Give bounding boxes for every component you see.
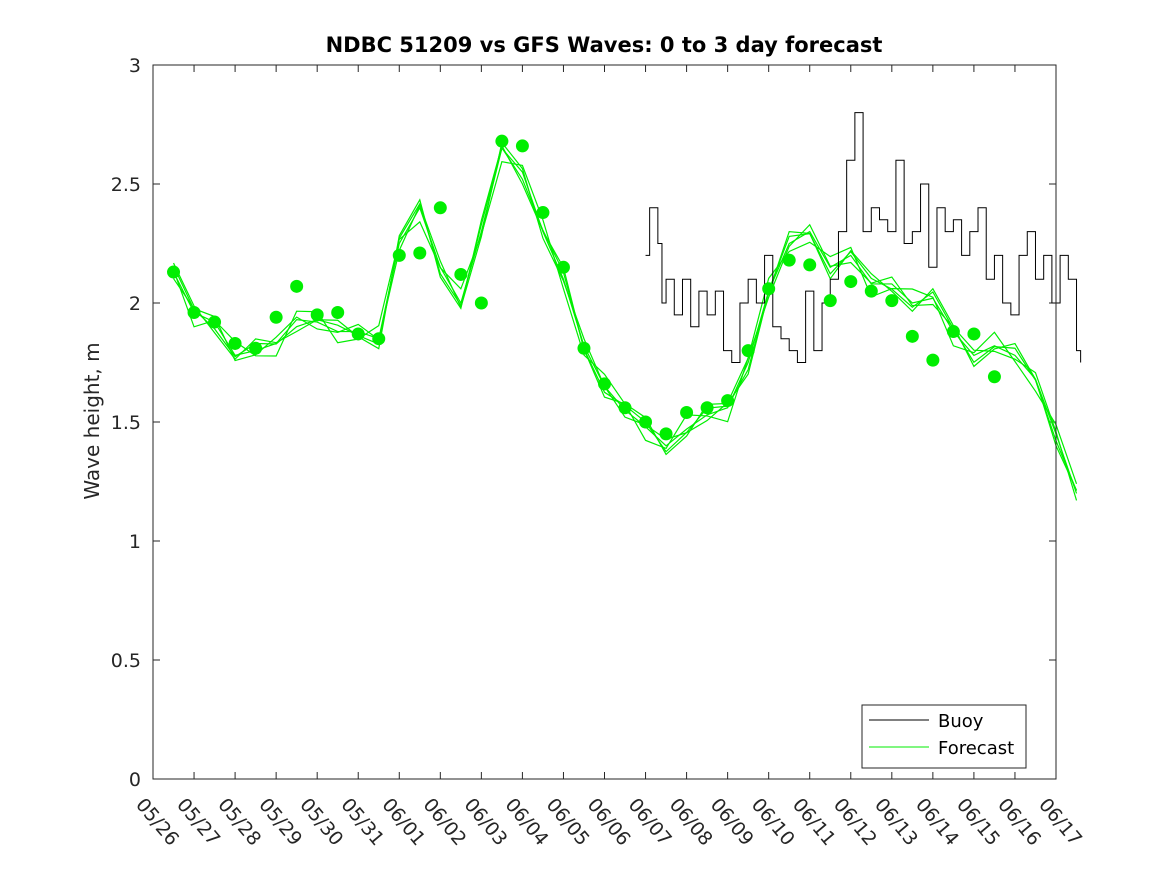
forecast-marker [782,253,796,267]
forecast-marker [310,308,324,322]
y-tick-label: 0.5 [111,650,141,672]
forecast-marker [454,267,468,281]
y-tick-label: 2 [129,293,141,315]
legend: Buoy Forecast [861,704,1027,769]
y-axis-label: Wave height, m [80,342,104,499]
forecast-marker [987,370,1001,384]
forecast-marker [598,377,611,391]
forecast-marker [249,341,263,355]
legend-buoy-label: Buoy [938,711,984,732]
forecast-marker [823,294,837,308]
forecast-marker [228,336,242,350]
forecast-marker [926,353,940,367]
forecast-marker [700,401,714,415]
legend-box [861,704,1027,769]
y-tick-label: 3 [129,55,141,77]
forecast-marker [741,344,755,358]
forecast-marker [946,325,960,339]
forecast-marker [187,306,201,320]
forecast-marker [208,315,222,329]
forecast-marker [659,427,673,441]
forecast-marker [474,296,488,310]
forecast-marker [167,265,181,279]
chart-title: NDBC 51209 vs GFS Waves: 0 to 3 day fore… [326,33,883,57]
forecast-marker [885,294,899,308]
legend-forecast-label: Forecast [938,738,1014,759]
y-tick-label: 2.5 [111,174,141,196]
buoy-line [645,112,1082,363]
forecast-marker [680,405,694,419]
y-tick-label: 1.5 [111,412,141,434]
forecast-marker [577,341,591,355]
forecast-marker [844,275,858,289]
forecast-marker [290,279,304,293]
forecast-marker [556,260,570,274]
forecast-line [173,141,1078,501]
forecast-marker [967,327,981,341]
y-tick-label: 0 [129,769,141,791]
axes-background [153,65,1056,779]
forecast-marker [905,329,919,343]
forecast-marker [495,134,509,148]
forecast-marker [413,246,427,260]
forecast-marker [351,327,365,341]
forecast-marker [803,258,817,272]
forecast-marker [536,206,550,220]
axes-frame [152,64,1057,780]
forecast-marker [864,284,878,298]
forecast-marker [433,201,447,215]
forecast-marker [639,415,653,429]
forecast-marker [372,332,386,346]
y-tick-label: 1 [129,531,141,553]
forecast-marker [762,282,776,296]
forecast-marker [269,310,283,324]
forecast-marker [331,306,345,320]
forecast-marker [515,139,529,153]
forecast-marker [618,401,632,415]
forecast-marker [721,394,735,408]
forecast-marker [392,248,406,262]
